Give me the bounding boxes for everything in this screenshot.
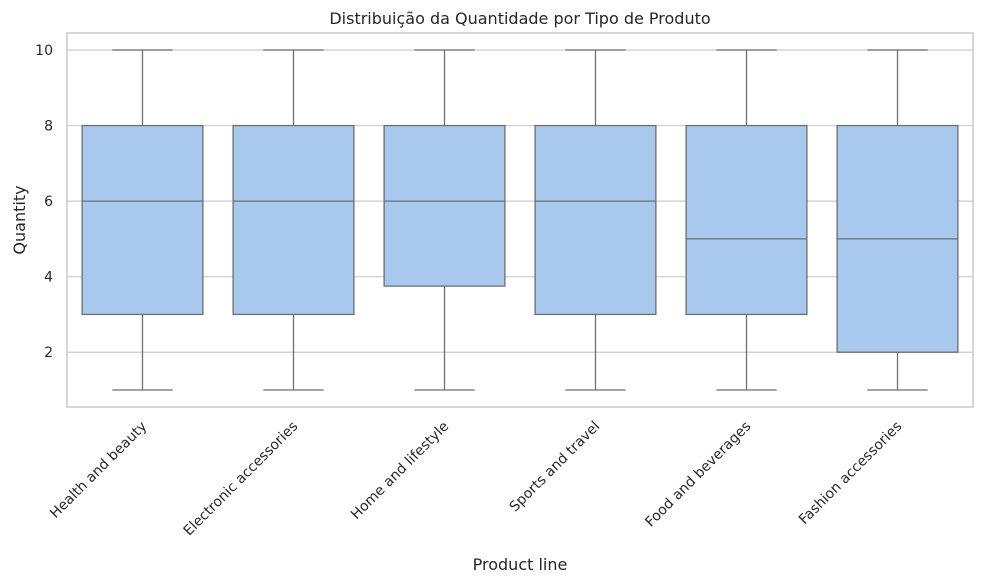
boxes bbox=[81, 49, 959, 391]
x-tick-label: Fashion accessories bbox=[796, 419, 905, 528]
box-group bbox=[685, 49, 808, 391]
iqr-box bbox=[383, 124, 506, 287]
iqr-box bbox=[534, 124, 657, 316]
x-tick-labels: Health and beauty Electronic accessories H… bbox=[47, 419, 905, 540]
x-tick-label: Food and beverages bbox=[642, 419, 754, 531]
plot-frame bbox=[66, 32, 974, 408]
iqr-box bbox=[685, 124, 808, 316]
iqr-box bbox=[232, 124, 355, 316]
box-group bbox=[534, 49, 657, 391]
box-group bbox=[81, 49, 204, 391]
y-tick-label: 8 bbox=[44, 119, 53, 135]
x-axis-label: Product line bbox=[473, 555, 568, 574]
iqr-box bbox=[81, 124, 204, 316]
y-tick-labels: 2 4 6 8 10 bbox=[35, 43, 53, 361]
x-tick-label: Home and lifestyle bbox=[348, 419, 452, 523]
box-group bbox=[232, 49, 355, 391]
y-axis-label: Quantity bbox=[10, 185, 29, 254]
y-tick-label: 10 bbox=[35, 43, 53, 59]
x-tick-label: Health and beauty bbox=[47, 419, 150, 522]
y-tick-label: 2 bbox=[44, 345, 53, 361]
y-tick-label: 4 bbox=[44, 270, 53, 286]
chart-title: Distribuição da Quantidade por Tipo de P… bbox=[329, 9, 710, 28]
x-tick-label: Electronic accessories bbox=[181, 419, 302, 540]
y-tick-label: 6 bbox=[44, 194, 53, 210]
box-group bbox=[383, 49, 506, 391]
grid-lines bbox=[67, 49, 973, 353]
box-group bbox=[836, 49, 959, 391]
x-tick-label: Sports and travel bbox=[507, 419, 604, 516]
